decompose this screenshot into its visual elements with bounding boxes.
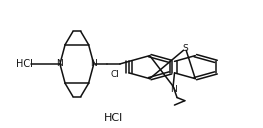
Text: N: N (170, 85, 176, 94)
Text: S: S (182, 44, 188, 53)
Text: N: N (57, 60, 63, 68)
Text: HCl: HCl (16, 59, 33, 69)
Text: HCl: HCl (104, 113, 123, 123)
Text: N: N (90, 60, 97, 68)
Text: Cl: Cl (110, 70, 119, 79)
